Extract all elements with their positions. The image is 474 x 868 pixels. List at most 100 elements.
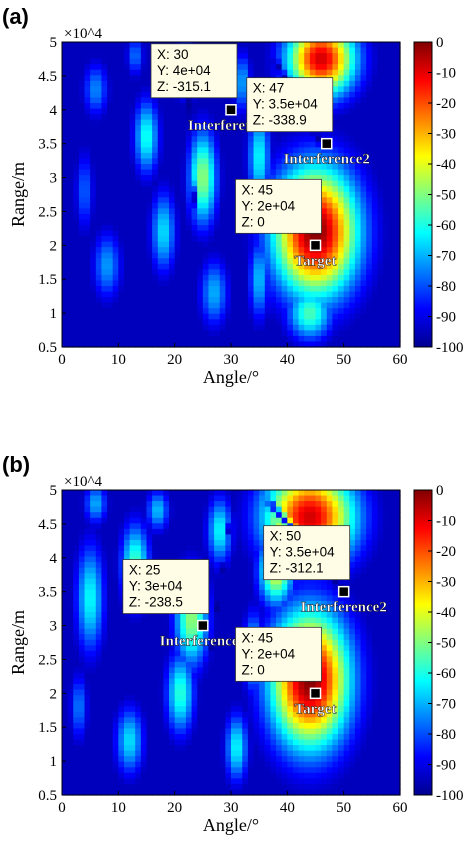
heatmap-cell xyxy=(338,247,345,254)
heatmap-cell xyxy=(112,722,119,730)
heatmap-cell xyxy=(157,335,164,343)
heatmap-cell xyxy=(90,578,97,585)
heatmap-cell xyxy=(332,330,339,337)
heatmap-cell xyxy=(118,297,125,304)
heatmap-cell xyxy=(236,241,243,248)
heatmap-cell xyxy=(62,634,69,641)
heatmap-cell xyxy=(67,324,74,331)
heatmap-cell xyxy=(208,236,215,243)
data-point-marker[interactable] xyxy=(309,239,322,252)
heatmap-cell xyxy=(332,141,339,148)
data-point-marker[interactable] xyxy=(225,104,237,116)
heatmap-cell xyxy=(225,556,232,563)
heatmap-cell xyxy=(62,534,69,541)
heatmap-cell xyxy=(169,141,176,148)
heatmap-cell xyxy=(62,684,69,691)
heatmap-cell xyxy=(152,717,159,724)
heatmap-cell xyxy=(208,141,215,148)
heatmap-cell xyxy=(343,330,350,337)
heatmap-cell xyxy=(62,645,69,652)
heatmap-cell xyxy=(264,263,272,270)
heatmap-cell xyxy=(174,169,181,176)
heatmap-cell xyxy=(191,517,198,524)
heatmap-cell xyxy=(101,258,108,265)
heatmap-cell xyxy=(208,230,215,237)
heatmap-cell xyxy=(354,58,362,65)
heatmap-cell xyxy=(185,274,193,282)
heatmap-cell xyxy=(140,523,148,530)
heatmap-cell xyxy=(366,208,373,215)
heatmap-cell xyxy=(214,230,221,237)
heatmap-cell xyxy=(101,667,108,674)
heatmap-cell xyxy=(90,789,97,796)
heatmap-cell xyxy=(202,783,210,791)
heatmap-cell xyxy=(118,656,125,663)
heatmap-cell xyxy=(180,717,187,724)
heatmap-cell xyxy=(383,330,390,337)
heatmap-cell xyxy=(236,302,243,309)
heatmap-cell xyxy=(62,69,69,76)
heatmap-cell xyxy=(169,539,176,547)
heatmap-cell xyxy=(287,175,294,182)
heatmap-cell xyxy=(123,80,131,87)
heatmap-cell xyxy=(371,225,379,232)
heatmap-cell xyxy=(163,252,170,259)
heatmap-cell xyxy=(270,286,277,293)
heatmap-cell xyxy=(259,164,266,171)
heatmap-cell xyxy=(62,258,69,265)
heatmap-cell xyxy=(321,186,328,193)
heatmap-cell xyxy=(383,97,390,104)
data-point-marker[interactable] xyxy=(321,137,333,150)
heatmap-cell xyxy=(146,330,153,337)
heatmap-cell xyxy=(140,75,148,82)
heatmap-cell xyxy=(219,108,226,115)
heatmap-cell xyxy=(377,258,384,265)
heatmap-cell xyxy=(287,341,294,348)
heatmap-cell xyxy=(174,612,181,619)
heatmap-cell xyxy=(73,634,80,641)
heatmap-cell xyxy=(332,319,339,326)
heatmap-cell xyxy=(259,47,266,54)
heatmap-cell xyxy=(180,517,187,524)
heatmap-cell xyxy=(338,130,345,137)
heatmap-cell xyxy=(214,319,221,326)
heatmap-cell xyxy=(383,53,390,60)
heatmap-cell xyxy=(197,667,204,674)
heatmap-cell xyxy=(247,280,255,287)
heatmap-cell xyxy=(90,783,97,791)
heatmap-cell xyxy=(185,152,193,160)
heatmap-cell xyxy=(236,75,243,82)
heatmap-cell xyxy=(78,175,86,182)
heatmap-cell xyxy=(62,539,69,547)
heatmap-cell xyxy=(62,108,69,115)
x-tick-label: 20 xyxy=(167,352,182,368)
heatmap-cell xyxy=(338,225,345,232)
heatmap-cell xyxy=(135,330,142,337)
heatmap-cell xyxy=(270,236,277,243)
heatmap-cell xyxy=(185,717,193,724)
heatmap-cell xyxy=(112,197,119,204)
heatmap-cell xyxy=(123,700,131,707)
heatmap-cell xyxy=(67,208,74,215)
heatmap-cell xyxy=(67,661,74,669)
heatmap-cell xyxy=(84,606,91,613)
heatmap-cell xyxy=(349,269,356,276)
heatmap-cell xyxy=(191,225,198,232)
heatmap-cell xyxy=(242,152,249,160)
heatmap-cell xyxy=(118,711,125,718)
heatmap-cell xyxy=(129,750,136,757)
heatmap-cell xyxy=(169,684,176,691)
heatmap-cell xyxy=(140,722,148,730)
heatmap-cell xyxy=(185,324,193,331)
heatmap-cell xyxy=(214,539,221,547)
heatmap-cell xyxy=(140,761,148,768)
heatmap-cell xyxy=(62,689,69,696)
heatmap-cell xyxy=(163,678,170,685)
heatmap-cell xyxy=(107,225,114,232)
heatmap-cell xyxy=(73,739,80,746)
heatmap-cell xyxy=(112,734,119,741)
heatmap-cell xyxy=(360,319,367,326)
heatmap-cell xyxy=(95,606,103,613)
